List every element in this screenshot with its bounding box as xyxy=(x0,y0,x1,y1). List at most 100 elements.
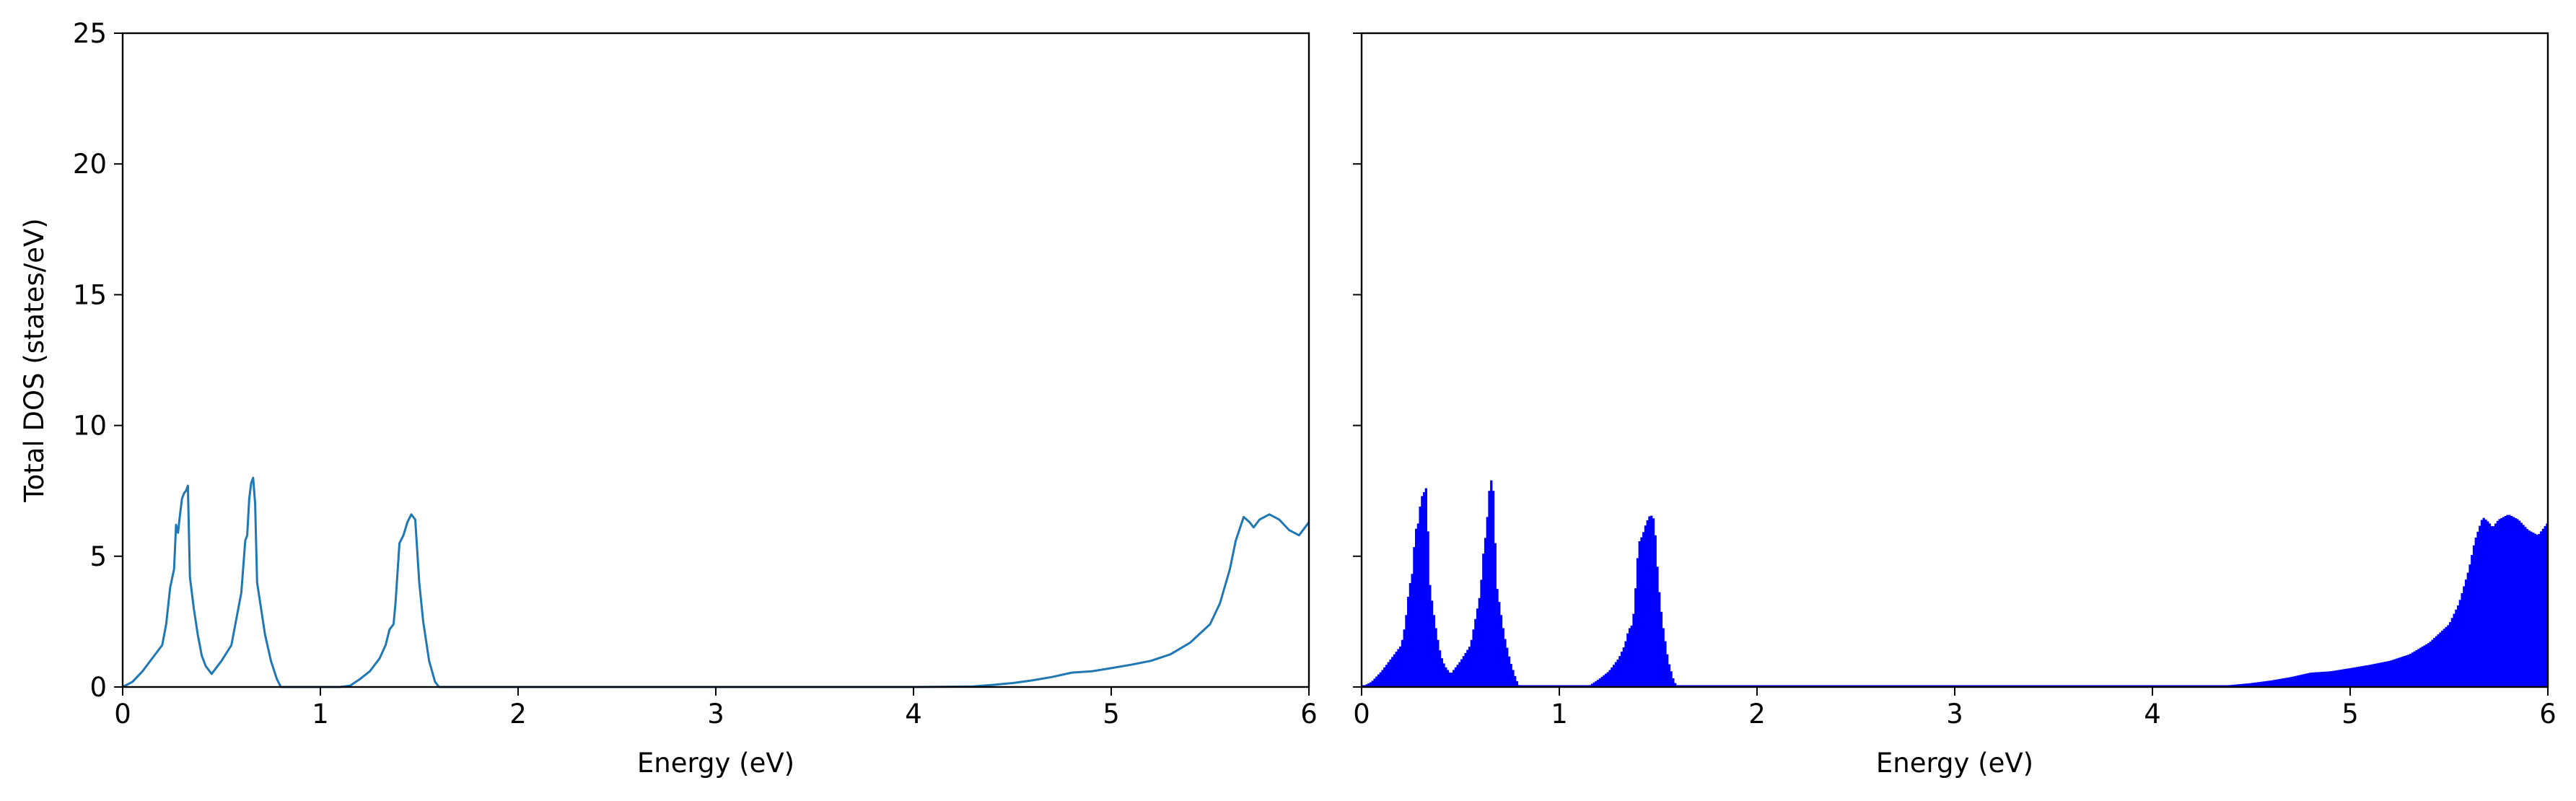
dos-bar xyxy=(2316,672,2319,687)
dos-bar xyxy=(1375,676,1378,687)
x-tick-label: 3 xyxy=(707,699,724,730)
dos-bar xyxy=(1446,670,1450,687)
dos-bar xyxy=(2354,667,2357,687)
dos-bar xyxy=(2266,680,2270,687)
dos-bar xyxy=(1453,670,1455,687)
dos-bar xyxy=(1442,663,1445,687)
dos-bar xyxy=(2450,618,2454,687)
dos-bar xyxy=(2357,666,2361,687)
dos-bar xyxy=(1399,646,1402,687)
dos-bar xyxy=(1605,673,1608,687)
dos-bar xyxy=(1618,656,1621,687)
dos-bar xyxy=(2308,673,2311,687)
x-tick-label: 5 xyxy=(2341,699,2359,730)
dos-bar xyxy=(2447,625,2450,687)
dos-bar xyxy=(1484,538,1487,687)
dos-bar xyxy=(2292,676,2295,687)
y-tick-label: 5 xyxy=(89,541,107,572)
dos-bar xyxy=(2425,644,2428,687)
dos-bar xyxy=(2541,528,2545,687)
dos-bar xyxy=(1515,680,1519,687)
dos-bar xyxy=(2443,629,2446,687)
dos-bar xyxy=(2253,683,2256,687)
dos-bar xyxy=(2525,529,2529,687)
dos-bar xyxy=(2532,533,2535,687)
dos-bar xyxy=(1427,531,1429,687)
dos-bar xyxy=(1438,650,1442,687)
dos-bar xyxy=(2479,525,2481,687)
y-axis-title: Total DOS (states/eV) xyxy=(19,218,50,502)
dos-bar xyxy=(1387,662,1390,687)
dos-bar xyxy=(1496,589,1499,687)
dos-bar xyxy=(1656,566,1659,687)
dos-bar xyxy=(2346,668,2349,687)
dos-bar xyxy=(2407,655,2410,687)
dos-bar xyxy=(2380,662,2383,687)
dos-bar xyxy=(1472,629,1475,687)
dos-bar xyxy=(1476,608,1479,687)
dos-bar xyxy=(2405,655,2409,687)
dos-bar xyxy=(2344,668,2347,687)
dos-bar xyxy=(2282,678,2286,687)
dos-bar xyxy=(2314,672,2318,687)
dos-bar xyxy=(2504,515,2507,687)
y-tick-label: 0 xyxy=(89,672,107,703)
dos-bar xyxy=(1440,658,1443,687)
dos-series-line xyxy=(122,476,1310,688)
x-axis-title: Energy (eV) xyxy=(1876,748,2033,779)
dos-bar xyxy=(2399,657,2402,687)
dos-bar xyxy=(1450,673,1453,687)
dos-bar xyxy=(2312,672,2316,687)
dos-bar xyxy=(2514,517,2517,687)
dos-bar xyxy=(2433,638,2436,687)
dos-bar xyxy=(1658,592,1661,687)
dos-bar xyxy=(1665,654,1669,687)
dos-bar xyxy=(1419,506,1421,687)
dos-bar xyxy=(2476,531,2479,687)
dos-bar xyxy=(2510,515,2513,687)
line-plot-panel: 0 1 2 3 4 5 6 0 5 10 15 20 25 Energy (eV) Total DOS… xyxy=(19,18,1318,779)
dos-bar xyxy=(2334,670,2337,687)
dos-bar xyxy=(2409,653,2412,687)
dos-bar xyxy=(1632,613,1635,687)
dos-bar xyxy=(2386,661,2388,687)
dos-bar xyxy=(1595,680,1598,687)
dos-bar xyxy=(2330,671,2333,687)
dos-bar xyxy=(1432,615,1435,687)
dos-bar xyxy=(1622,647,1626,687)
dos-bar xyxy=(2484,520,2487,687)
dos-bar xyxy=(1429,585,1432,687)
dos-bar xyxy=(2427,643,2430,687)
dos-bar xyxy=(1424,488,1428,687)
dos-bar xyxy=(1391,657,1394,687)
x-axis-title: Energy (eV) xyxy=(637,748,794,779)
dos-bar-marks xyxy=(1362,480,2549,688)
dos-bar xyxy=(1603,675,1605,687)
dos-bar xyxy=(2496,520,2500,687)
dos-bar xyxy=(1405,615,1408,687)
x-tick-label: 5 xyxy=(1103,699,1120,730)
dos-bar xyxy=(2522,525,2525,687)
dos-bar xyxy=(1369,682,1372,687)
dos-bar xyxy=(2365,665,2369,687)
dos-bar xyxy=(1409,582,1412,687)
dos-bar xyxy=(2271,680,2274,687)
dos-bar xyxy=(2284,678,2287,687)
dos-bar xyxy=(2429,642,2432,687)
dos-bar xyxy=(2257,682,2260,687)
dos-bar xyxy=(1628,628,1631,687)
y-axis-ticks xyxy=(1353,32,1362,688)
dos-bar xyxy=(2352,668,2355,687)
dos-bar xyxy=(2411,652,2414,687)
x-axis-ticks: 0 1 2 3 4 5 6 xyxy=(1353,687,2557,730)
dos-bar xyxy=(2350,668,2353,687)
dos-bar xyxy=(1422,492,1426,687)
dos-bar xyxy=(2328,671,2331,687)
dos-bar xyxy=(1491,491,1495,687)
dos-bar xyxy=(1598,678,1602,687)
dos-bar xyxy=(2326,671,2329,687)
dos-bar xyxy=(1385,665,1388,687)
x-tick-label: 2 xyxy=(509,699,527,730)
dos-bar xyxy=(1597,680,1600,687)
dos-bar xyxy=(1611,667,1613,687)
